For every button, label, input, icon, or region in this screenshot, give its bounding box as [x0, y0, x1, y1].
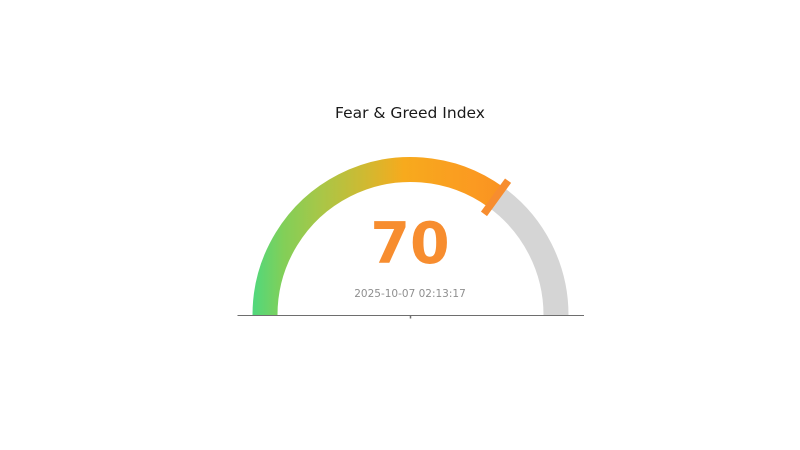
chart-title: Fear & Greed Index: [335, 104, 485, 122]
gauge-timestamp: 2025-10-07 02:13:17: [354, 288, 466, 300]
gauge-remainder-arc: [488, 187, 569, 316]
gauge-value: 70: [370, 211, 449, 277]
gauge-pointer: [480, 178, 512, 217]
gauge-progress-arc: [252, 157, 504, 316]
